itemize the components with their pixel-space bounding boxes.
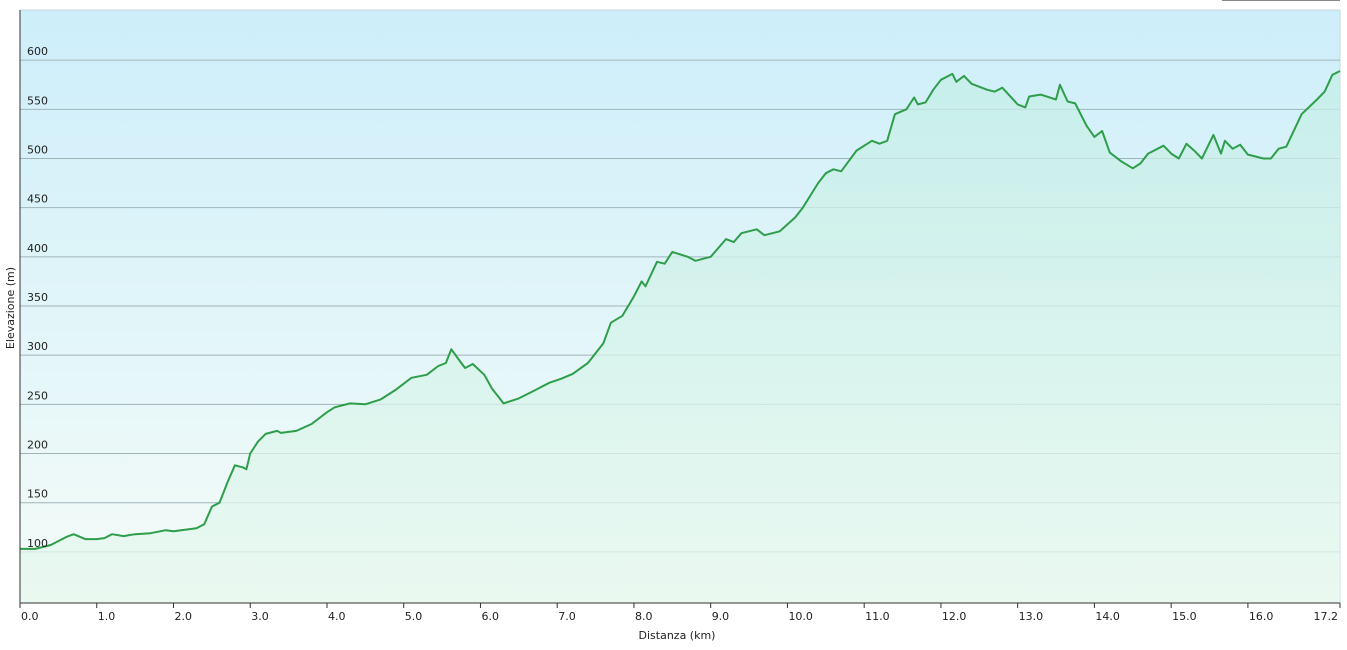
y-tick-label: 450	[27, 193, 48, 206]
x-tick-label: 9.0	[712, 610, 730, 623]
y-tick-label: 250	[27, 389, 48, 402]
y-tick-label: 150	[27, 488, 48, 501]
x-tick-label: 15.0	[1172, 610, 1197, 623]
x-tick-label: 3.0	[251, 610, 268, 623]
area-fill	[20, 71, 1340, 603]
x-axis-label: Distanza (km)	[639, 629, 716, 642]
x-tick-label: 4.0	[328, 610, 346, 623]
x-tick-label: 2.0	[174, 610, 192, 623]
y-tick-label: 400	[27, 242, 48, 255]
elevation-line	[20, 70, 1341, 550]
x-tick-label: 0.0	[21, 610, 39, 623]
x-tick-label: 13.0	[1019, 610, 1044, 623]
x-tick-label: 16.0	[1249, 610, 1274, 623]
y-tick-label: 300	[27, 340, 48, 353]
y-tick-label: 500	[27, 143, 48, 156]
x-tick-label: 10.0	[788, 610, 813, 623]
x-tick-label: 7.0	[558, 610, 576, 623]
y-tick-label: 550	[27, 94, 48, 107]
x-tick-label: 1.0	[98, 610, 116, 623]
x-tick-label: 5.0	[405, 610, 423, 623]
y-axis-label: Elevazione (m)	[4, 267, 17, 349]
y-tick-label: 100	[27, 537, 48, 550]
x-tick-label: 6.0	[481, 610, 499, 623]
x-tick-label: 12.0	[942, 610, 967, 623]
x-tick-label: 8.0	[635, 610, 653, 623]
y-tick-label: 200	[27, 439, 48, 452]
y-tick-label: 350	[27, 291, 48, 304]
y-tick-label: 600	[27, 45, 48, 58]
x-tick-label: 14.0	[1095, 610, 1120, 623]
x-tick-label: 17.2	[1314, 610, 1339, 623]
x-tick-label: 11.0	[865, 610, 890, 623]
